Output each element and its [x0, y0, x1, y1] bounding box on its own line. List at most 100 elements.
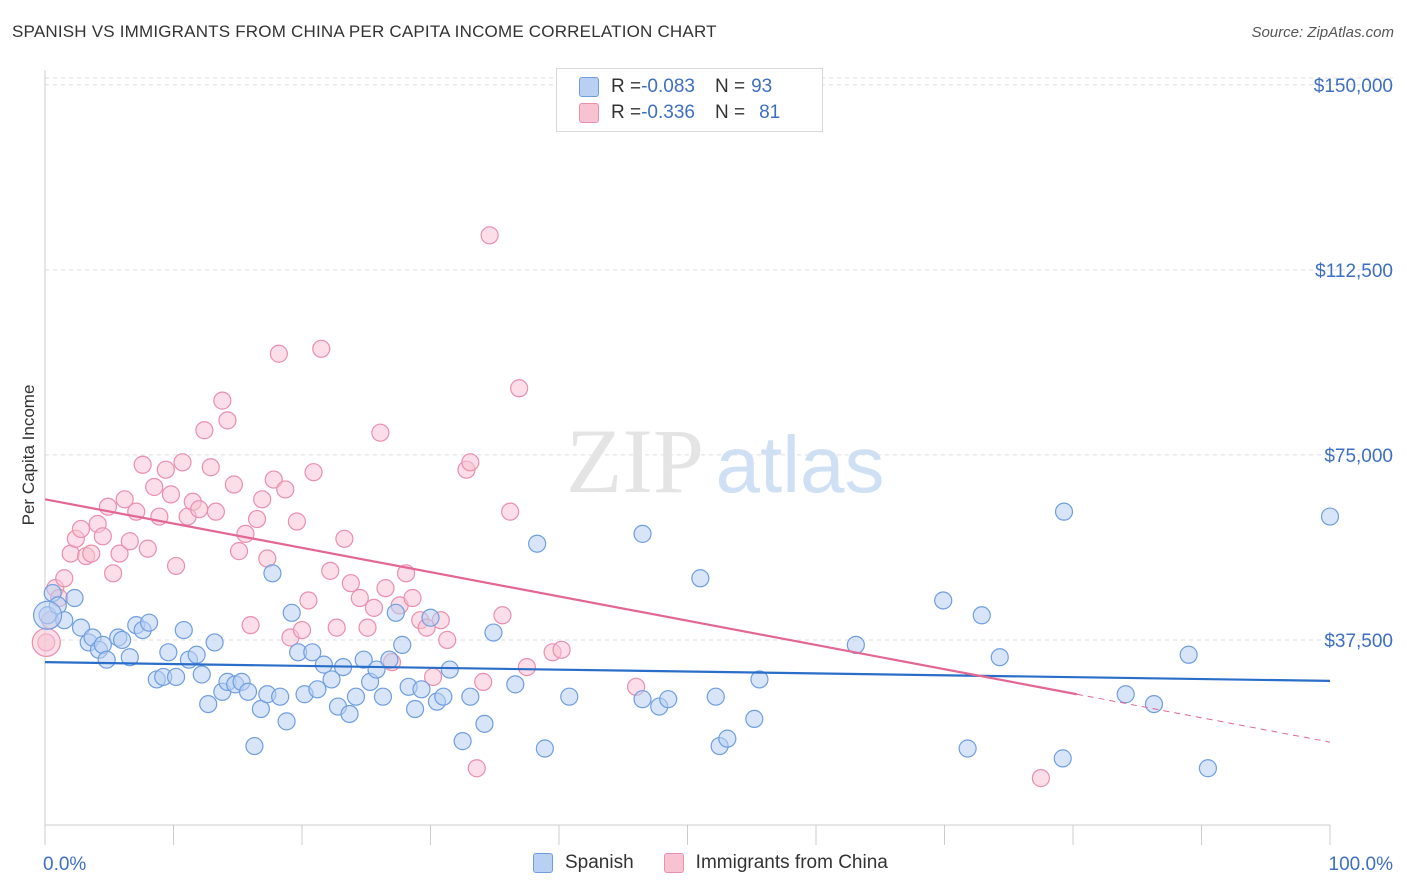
- point-china: [206, 502, 226, 521]
- point-spanish: [263, 564, 282, 583]
- point-china: [195, 421, 214, 440]
- point-china: [173, 453, 192, 472]
- point-china: [218, 411, 237, 430]
- point-spanish: [718, 729, 737, 748]
- trend-line-spanish: [44, 661, 1331, 683]
- point-spanish: [1144, 695, 1164, 714]
- point-spanish: [120, 648, 139, 667]
- point-spanish: [528, 534, 547, 553]
- legend-n-value: 81: [759, 102, 781, 123]
- legend-swatch-spanish: [533, 853, 553, 873]
- point-china: [292, 620, 312, 640]
- point-spanish: [405, 699, 425, 719]
- legend-n-value: 93: [751, 76, 773, 97]
- point-spanish: [461, 687, 480, 706]
- y-tick-label: $150,000: [1314, 76, 1393, 97]
- point-spanish: [174, 620, 193, 640]
- point-china: [201, 458, 220, 477]
- chart-title: SPANISH VS IMMIGRANTS FROM CHINA PER CAP…: [12, 22, 717, 41]
- legend-label-china: Immigrants from China: [695, 852, 888, 873]
- point-spanish: [958, 739, 977, 758]
- point-spanish: [412, 680, 431, 699]
- point-china: [376, 579, 395, 598]
- point-spanish: [934, 591, 953, 610]
- point-china: [93, 527, 112, 546]
- point-spanish: [380, 650, 399, 669]
- point-china: [104, 564, 123, 583]
- point-spanish: [354, 650, 373, 669]
- point-china: [213, 391, 232, 410]
- point-spanish: [373, 687, 393, 706]
- legend-swatch-china: [663, 853, 684, 873]
- point-china: [312, 339, 331, 358]
- point-spanish: [475, 714, 494, 733]
- point-china: [461, 453, 480, 472]
- point-china: [241, 616, 260, 635]
- legend-r-label: R =: [611, 102, 642, 123]
- point-china: [501, 502, 520, 521]
- point-spanish: [393, 635, 412, 654]
- point-spanish: [303, 643, 322, 662]
- legend-item-china[interactable]: Immigrants from China: [663, 852, 888, 874]
- point-china: [1031, 769, 1050, 788]
- correlation-legend: R = -0.083 N = 93 R = -0.336 N = 81: [556, 68, 823, 132]
- point-spanish: [277, 712, 296, 731]
- legend-row-china: R = -0.336 N = 81: [579, 101, 780, 125]
- point-spanish: [65, 588, 84, 608]
- point-china: [190, 500, 209, 519]
- point-spanish: [421, 608, 440, 627]
- point-spanish: [1320, 507, 1340, 526]
- watermark: ZIP atlas: [566, 410, 884, 512]
- point-spanish: [560, 687, 579, 706]
- point-spanish: [386, 603, 405, 622]
- point-spanish: [367, 660, 386, 679]
- grid-lines: [45, 77, 1395, 641]
- legend-n-label: N =: [714, 76, 746, 97]
- point-china: [71, 519, 91, 539]
- axes: [44, 70, 1331, 845]
- y-axis-title: Per Capita Income: [19, 385, 38, 526]
- point-china: [133, 455, 152, 474]
- point-china: [55, 569, 74, 588]
- point-china: [510, 379, 529, 398]
- point-spanish: [506, 675, 525, 694]
- series-china-points: [31, 226, 1050, 788]
- point-spanish: [346, 687, 366, 706]
- point-spanish: [192, 665, 211, 684]
- legend-swatch-china: [579, 103, 599, 123]
- point-spanish: [97, 650, 116, 669]
- point-china: [253, 490, 272, 509]
- point-china: [403, 588, 422, 608]
- point-china: [467, 759, 486, 778]
- point-spanish: [750, 670, 769, 689]
- series-legend: Spanish Immigrants from China: [533, 852, 918, 874]
- point-spanish: [199, 695, 218, 714]
- point-spanish: [112, 630, 132, 650]
- point-china: [335, 529, 354, 548]
- point-china: [304, 463, 323, 482]
- point-spanish: [659, 690, 678, 709]
- point-spanish: [205, 633, 224, 652]
- legend-r-label: R =: [611, 76, 642, 97]
- point-china: [247, 509, 267, 529]
- point-spanish: [271, 687, 290, 706]
- point-spanish: [633, 524, 652, 543]
- legend-item-spanish[interactable]: Spanish: [533, 852, 634, 874]
- x-tick-label: 0.0%: [43, 854, 86, 875]
- point-china: [166, 556, 186, 576]
- point-china: [552, 640, 571, 659]
- point-china: [31, 627, 61, 658]
- y-tick-label: $112,500: [1315, 261, 1393, 282]
- point-spanish: [440, 660, 459, 679]
- point-spanish: [166, 667, 186, 687]
- point-spanish: [1198, 759, 1218, 778]
- point-spanish: [535, 739, 554, 758]
- point-spanish: [1054, 502, 1074, 521]
- point-spanish: [1053, 749, 1072, 768]
- y-tick-label: $37,500: [1324, 631, 1393, 652]
- point-spanish: [633, 690, 652, 709]
- point-spanish: [71, 618, 91, 637]
- point-spanish: [322, 670, 341, 689]
- point-spanish: [990, 648, 1009, 667]
- point-spanish: [245, 736, 264, 756]
